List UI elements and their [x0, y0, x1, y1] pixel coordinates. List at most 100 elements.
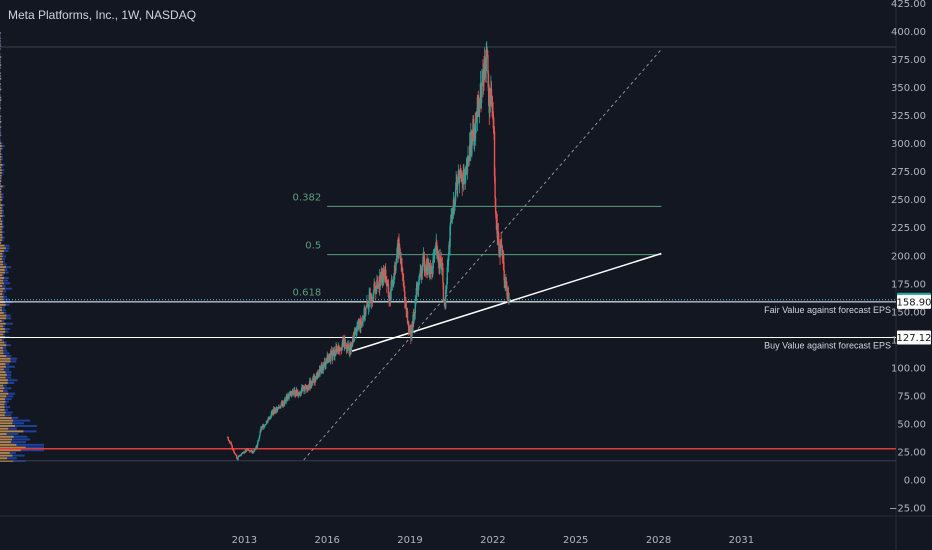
candle-body — [447, 254, 450, 266]
volume-profile-bar-volume — [0, 188, 1, 191]
volume-profile-bar-volume — [0, 446, 26, 449]
candle-body — [335, 345, 338, 350]
candle-body — [494, 176, 496, 198]
volume-profile-bar — [0, 131, 2, 134]
volume-profile-bar-volume — [0, 371, 6, 374]
candle-body — [394, 266, 396, 271]
volume-profile-bar-volume — [0, 225, 3, 228]
volume-profile-bar-volume — [0, 344, 7, 347]
candle-body — [298, 392, 301, 394]
volume-profile-bar-volume — [0, 433, 7, 436]
candle-body — [401, 258, 403, 270]
candle-body — [309, 380, 312, 382]
candle-body — [432, 260, 434, 274]
volume-profile-bar-volume — [0, 352, 4, 355]
candle-body — [269, 417, 271, 420]
volume-profile-bar-volume — [0, 368, 4, 371]
volume-profile-bar-volume — [0, 454, 13, 457]
candle-body — [261, 426, 263, 430]
volume-profile-bar-volume — [0, 241, 1, 244]
candle-body — [455, 182, 457, 190]
volume-profile-bar — [0, 196, 4, 199]
volume-profile-bar-volume — [0, 451, 10, 454]
volume-profile-bar — [0, 306, 5, 309]
candle-body — [365, 305, 368, 308]
candle-body — [270, 411, 273, 417]
candle-body — [489, 99, 491, 114]
x-axis[interactable]: 2013 2016 2019 2022 2025 2028 2031 — [232, 535, 754, 546]
volume-profile-bar — [0, 282, 11, 285]
candle-body — [484, 71, 487, 74]
volume-profile-bar — [0, 398, 12, 401]
candle-body — [248, 450, 251, 452]
volume-profile-bar — [0, 376, 12, 379]
y-axis[interactable]: 425.00 400.00 375.00 350.00 325.00 300.00 275.… — [889, 0, 926, 515]
volume-profile-bar — [0, 419, 31, 422]
volume-profile-bar — [0, 258, 5, 261]
candle-body — [286, 398, 289, 401]
volume-profile-bar-volume — [0, 77, 1, 80]
candle-body — [335, 345, 337, 354]
candle-body — [383, 268, 385, 276]
candle-body — [477, 99, 479, 110]
volume-profile-bar — [0, 368, 10, 371]
volume-profile-bar-volume — [0, 438, 12, 441]
candle-body — [447, 265, 449, 268]
volume-profile-bar — [0, 424, 37, 427]
candle-body — [475, 122, 477, 133]
y-tick-label: 425.00 — [891, 0, 926, 10]
volume-profile-bar-volume — [0, 414, 5, 417]
candle-body — [508, 298, 510, 300]
volume-profile-bar-volume — [0, 217, 2, 220]
candle-body — [306, 389, 309, 390]
candle-body — [253, 451, 255, 453]
candle-body — [319, 369, 321, 375]
candle-body — [259, 431, 261, 436]
volume-profile-bar — [0, 142, 3, 145]
candle-body — [350, 346, 352, 351]
candle-body — [371, 298, 373, 303]
volume-profile-bar-volume — [0, 163, 3, 166]
y-tick-label: 400.00 — [891, 27, 926, 38]
candle-body — [232, 448, 234, 450]
volume-profile-bar-volume — [0, 282, 4, 285]
volume-profile-bar-volume — [0, 424, 16, 427]
candle-body — [372, 291, 375, 300]
fib-retracement[interactable]: 0.382 0.5 0.618 — [293, 192, 662, 303]
candle-body — [435, 242, 437, 252]
candle-body — [412, 314, 414, 328]
candle-body — [258, 435, 261, 439]
volume-profile-bar — [0, 263, 7, 266]
volume-profile-bar-volume — [0, 395, 7, 398]
candle-body — [356, 326, 359, 328]
candle-body — [270, 416, 272, 418]
candle-body — [444, 290, 447, 309]
candle-body — [458, 177, 461, 183]
candle-body — [258, 438, 260, 441]
candle-body — [364, 314, 367, 317]
candle-body — [476, 97, 479, 118]
volume-profile-bar-volume — [0, 422, 13, 425]
candle-body — [454, 189, 457, 191]
volume-profile-bar-volume — [0, 96, 1, 99]
volume-profile-bar-volume — [0, 236, 3, 239]
candle-body — [409, 325, 411, 334]
candle-body — [231, 445, 233, 449]
volume-profile-bar — [0, 217, 3, 220]
candle-body — [421, 265, 424, 274]
candle-body — [242, 452, 244, 454]
drawings[interactable]: Fair Value against forecast EPS Buy Value… — [0, 46, 896, 462]
candle-body — [436, 242, 438, 247]
candle-body — [247, 449, 249, 451]
volume-profile-bar-volume — [0, 239, 2, 242]
candle-body — [329, 353, 332, 362]
volume-profile-bar — [0, 182, 2, 185]
price-marker-badge: 127.12 — [897, 333, 932, 344]
price-marker-note: Buy Value against forecast EPS — [764, 341, 891, 351]
volume-profile-bar-volume — [0, 83, 1, 86]
volume-profile-bar-volume — [0, 99, 1, 102]
candle-body — [455, 182, 458, 185]
candle-body — [338, 345, 340, 350]
fib-level-label: 0.618 — [293, 288, 322, 299]
